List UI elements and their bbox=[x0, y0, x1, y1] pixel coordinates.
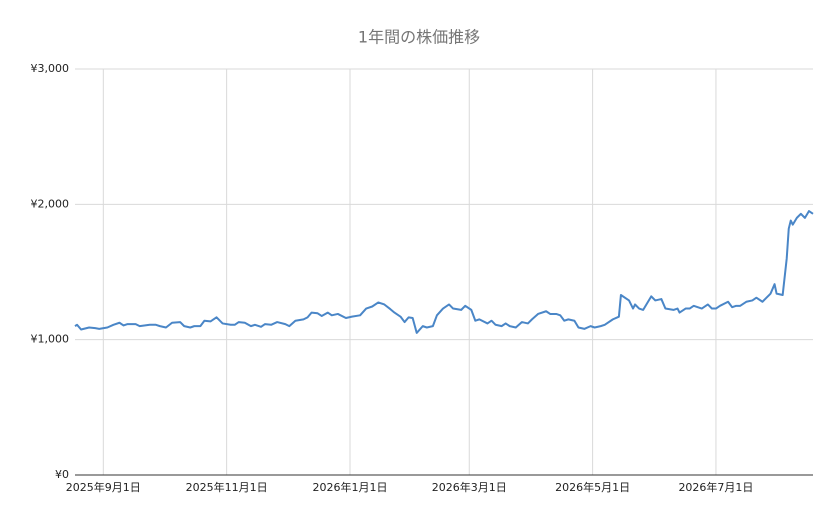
chart-title: 1年間の株価推移 bbox=[358, 28, 480, 47]
y-tick-label: ¥1,000 bbox=[31, 333, 70, 346]
x-tick-label: 2026年7月1日 bbox=[678, 480, 753, 494]
y-tick-label: ¥2,000 bbox=[31, 197, 70, 210]
x-tick-label: 2025年11月1日 bbox=[186, 480, 268, 494]
x-tick-label: 2026年1月1日 bbox=[312, 480, 387, 494]
y-tick-label: ¥3,000 bbox=[31, 62, 70, 75]
x-tick-label: 2026年3月1日 bbox=[432, 480, 507, 494]
x-tick-label: 2025年9月1日 bbox=[66, 480, 141, 494]
y-tick-label: ¥0 bbox=[55, 468, 69, 481]
price-line bbox=[74, 210, 814, 334]
x-tick-label: 2026年5月1日 bbox=[555, 480, 630, 494]
